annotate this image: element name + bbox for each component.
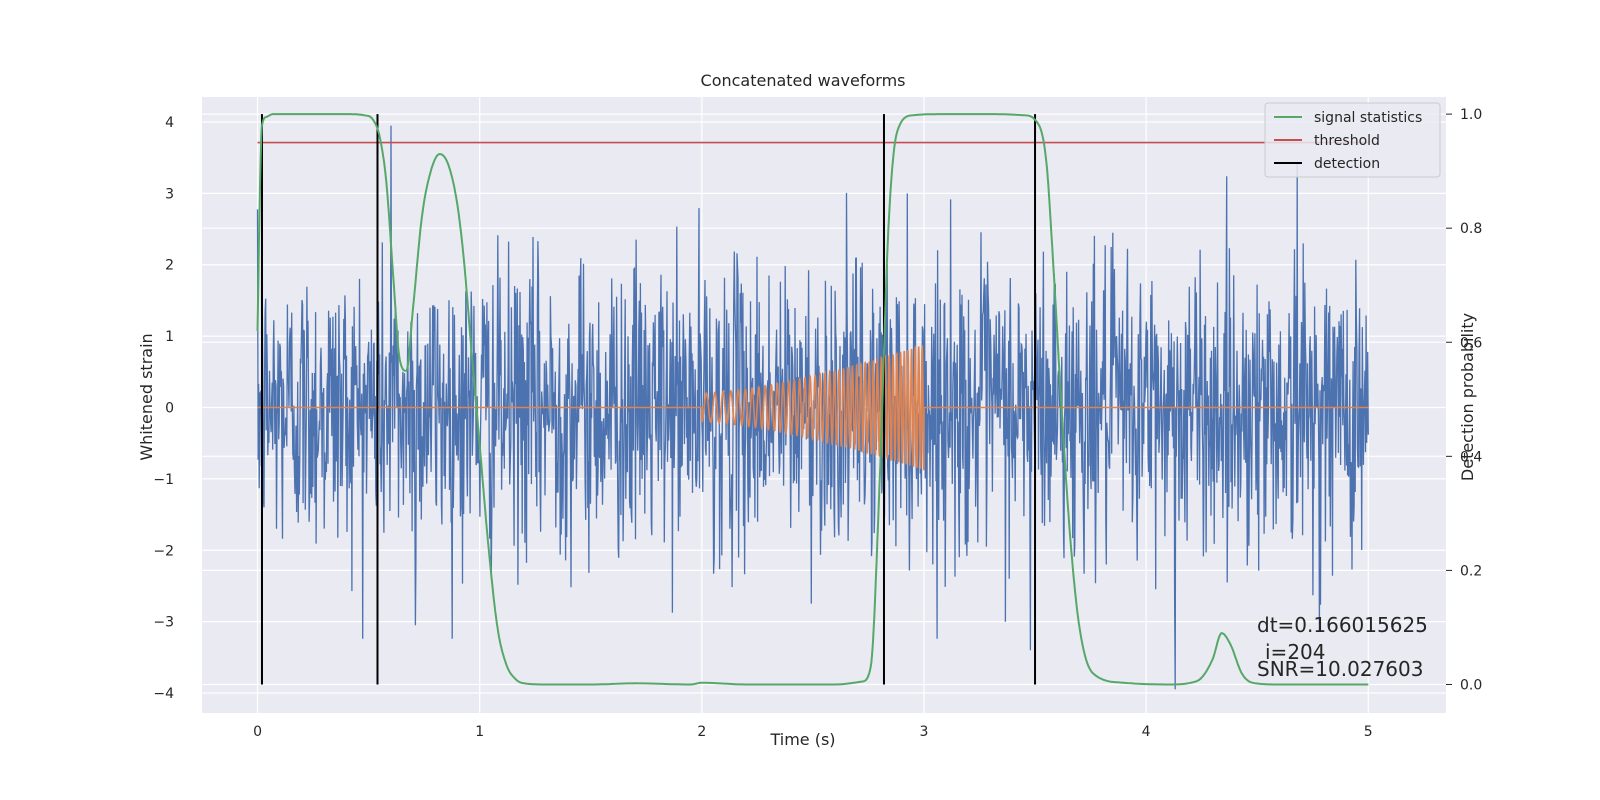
y-tick-label: 4	[165, 115, 174, 131]
x-tick-label: 0	[253, 724, 262, 740]
y2-tick-label: 0.6	[1460, 335, 1482, 351]
y-tick-label: −1	[153, 472, 174, 488]
y2-axis-label: Detection probability	[1458, 313, 1477, 481]
y2-tick-label: 1.0	[1460, 107, 1482, 123]
y-tick-label: −4	[153, 686, 174, 702]
left-y-tick-labels: −4 −3 −2 −1 0 1 2 3 4	[153, 115, 174, 702]
y-tick-label: 3	[165, 186, 174, 202]
x-tick-label: 3	[920, 724, 929, 740]
y2-tick-label: 0.2	[1460, 563, 1482, 579]
legend: signal statistics threshold detection	[1264, 102, 1441, 178]
x-axis-label: Time (s)	[769, 730, 835, 749]
right-y-tick-labels: 0.0 0.2 0.4 0.6 0.8 1.0	[1446, 107, 1482, 693]
y-tick-label: 2	[165, 258, 174, 274]
y2-tick-label: 0.4	[1460, 449, 1482, 465]
y-tick-label: −2	[153, 543, 174, 559]
legend-label-signal-statistics: signal statistics	[1314, 110, 1422, 126]
legend-label-threshold: threshold	[1314, 133, 1380, 149]
y-tick-label: 0	[165, 400, 174, 416]
legend-box	[1264, 102, 1441, 178]
x-tick-label: 2	[697, 724, 706, 740]
annotation-snr: SNR=10.027603	[1257, 657, 1423, 681]
noise-series-line	[256, 125, 1369, 690]
y-tick-label: 1	[165, 329, 174, 345]
x-tick-labels: 0 1 2 3 4 5	[253, 724, 1373, 740]
plot-series	[256, 113, 1369, 690]
template-series-line	[257, 344, 1369, 471]
y2-tick-label: 0.8	[1460, 221, 1482, 237]
x-tick-label: 5	[1364, 724, 1373, 740]
y-axis-label: Whitened strain	[137, 333, 156, 460]
y2-tick-label: 0.0	[1460, 677, 1482, 693]
detection-lines	[260, 114, 1037, 685]
annotation-i: i=204	[1265, 640, 1326, 664]
grid	[202, 97, 1446, 713]
chart-title: Concatenated waveforms	[701, 71, 906, 90]
annotation-dt: dt=0.166015625	[1257, 613, 1428, 637]
x-tick-label: 1	[475, 724, 484, 740]
y-tick-label: −3	[153, 615, 174, 631]
x-tick-label: 4	[1142, 724, 1151, 740]
legend-label-detection: detection	[1314, 156, 1380, 172]
signal-statistics-line	[256, 113, 1369, 686]
